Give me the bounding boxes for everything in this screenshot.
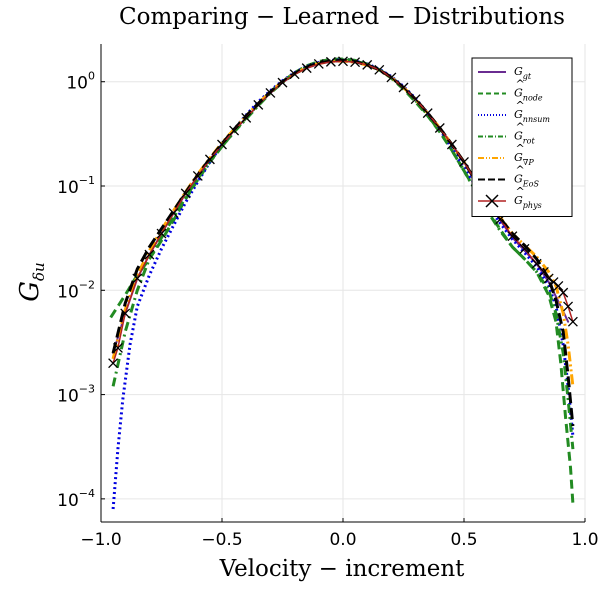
data-point-marker <box>531 258 542 269</box>
legend-label: Gnnsum <box>514 108 550 124</box>
x-tick-label: 1.0 <box>571 530 598 550</box>
axes <box>100 44 586 523</box>
data-point-marker <box>229 125 240 136</box>
data-point-marker <box>386 72 397 83</box>
data-point-marker <box>192 170 203 181</box>
data-point-marker <box>325 56 336 67</box>
data-point-marker <box>543 273 554 284</box>
y-tick-label: 10−2 <box>57 278 95 302</box>
data-point-marker <box>313 59 324 69</box>
tick-labels: −1.0 −0.5 0.0 0.5 1.0 10−4 10−3 10−2 10−1 100 <box>57 70 598 550</box>
y-axis-label: Gδu <box>15 262 48 301</box>
data-point-marker <box>538 266 549 277</box>
data-point-marker <box>289 69 300 80</box>
legend-item: G∇P^ <box>478 142 534 167</box>
legend-label: Grot <box>514 130 535 146</box>
data-point-marker <box>558 287 569 298</box>
data-point-marker <box>253 99 264 110</box>
data-point-marker <box>168 208 179 219</box>
svg-text:Gδu: Gδu <box>15 262 48 301</box>
legend-hat: ^ <box>516 78 525 91</box>
data-point-marker <box>398 82 409 93</box>
legend-label: G∇P <box>514 151 534 167</box>
legend-label: Ggt <box>514 65 532 81</box>
legend-item: Gnode^ <box>478 78 543 103</box>
legend-label: GEoS <box>514 173 539 189</box>
legend-hat: ^ <box>516 164 525 177</box>
data-point-marker <box>108 358 119 369</box>
data-point-marker <box>217 139 227 150</box>
data-point-marker <box>507 231 518 242</box>
series-line-rot <box>111 58 575 450</box>
y-axis-label-main: G <box>15 281 45 302</box>
legend-hat: ^ <box>516 121 525 134</box>
data-point-marker <box>301 63 312 74</box>
x-tick-label: 0.0 <box>329 530 356 550</box>
data-point-marker <box>567 316 578 327</box>
legend-label: Gphys <box>514 194 542 210</box>
y-tick-label: 10−3 <box>57 383 95 407</box>
y-axis-label-sub: δu <box>30 262 48 281</box>
y-tick-label: 100 <box>66 70 95 94</box>
y-tick-label: 10−4 <box>57 487 95 511</box>
data-point-marker <box>446 139 457 150</box>
data-point-marker <box>241 112 252 123</box>
data-point-marker <box>144 249 155 260</box>
chart-title: Comparing − Learned − Distributions <box>119 4 565 30</box>
data-point-marker <box>277 77 288 88</box>
legend-label: Gnode <box>514 87 543 103</box>
data-point-marker <box>156 228 167 239</box>
data-point-marker <box>422 108 433 119</box>
data-point-marker <box>265 88 276 98</box>
legend-item: Gphys^ <box>478 185 542 210</box>
data-point-marker <box>350 57 361 68</box>
data-point-marker <box>204 154 215 165</box>
data-point-marker <box>519 243 530 254</box>
legend-hat: ^ <box>516 185 525 198</box>
data-point-marker <box>180 188 191 199</box>
legend-item: Ggt <box>478 65 532 81</box>
legend-item: Grot^ <box>478 121 535 146</box>
data-point-marker <box>374 64 385 75</box>
y-tick-label: 10−1 <box>57 174 95 198</box>
data-point-marker <box>553 281 564 291</box>
legend-item: Gnnsum^ <box>478 99 550 124</box>
x-axis-label: Velocity − increment <box>219 556 466 582</box>
data-point-marker <box>434 123 445 133</box>
data-point-marker <box>410 94 421 105</box>
data-point-marker <box>132 273 143 284</box>
data-point-marker <box>362 59 373 70</box>
data-point-marker <box>112 342 123 353</box>
data-point-marker <box>338 56 348 67</box>
x-tick-label: 0.5 <box>450 530 477 550</box>
data-point-marker <box>459 157 469 167</box>
data-point-marker <box>120 308 131 319</box>
legend-hat: ^ <box>516 99 525 112</box>
legend-hat: ^ <box>516 142 525 155</box>
x-tick-label: −0.5 <box>201 530 242 550</box>
x-tick-label: −1.0 <box>80 530 121 550</box>
data-point-marker <box>563 301 574 312</box>
legend-item: GEoS^ <box>478 164 539 189</box>
